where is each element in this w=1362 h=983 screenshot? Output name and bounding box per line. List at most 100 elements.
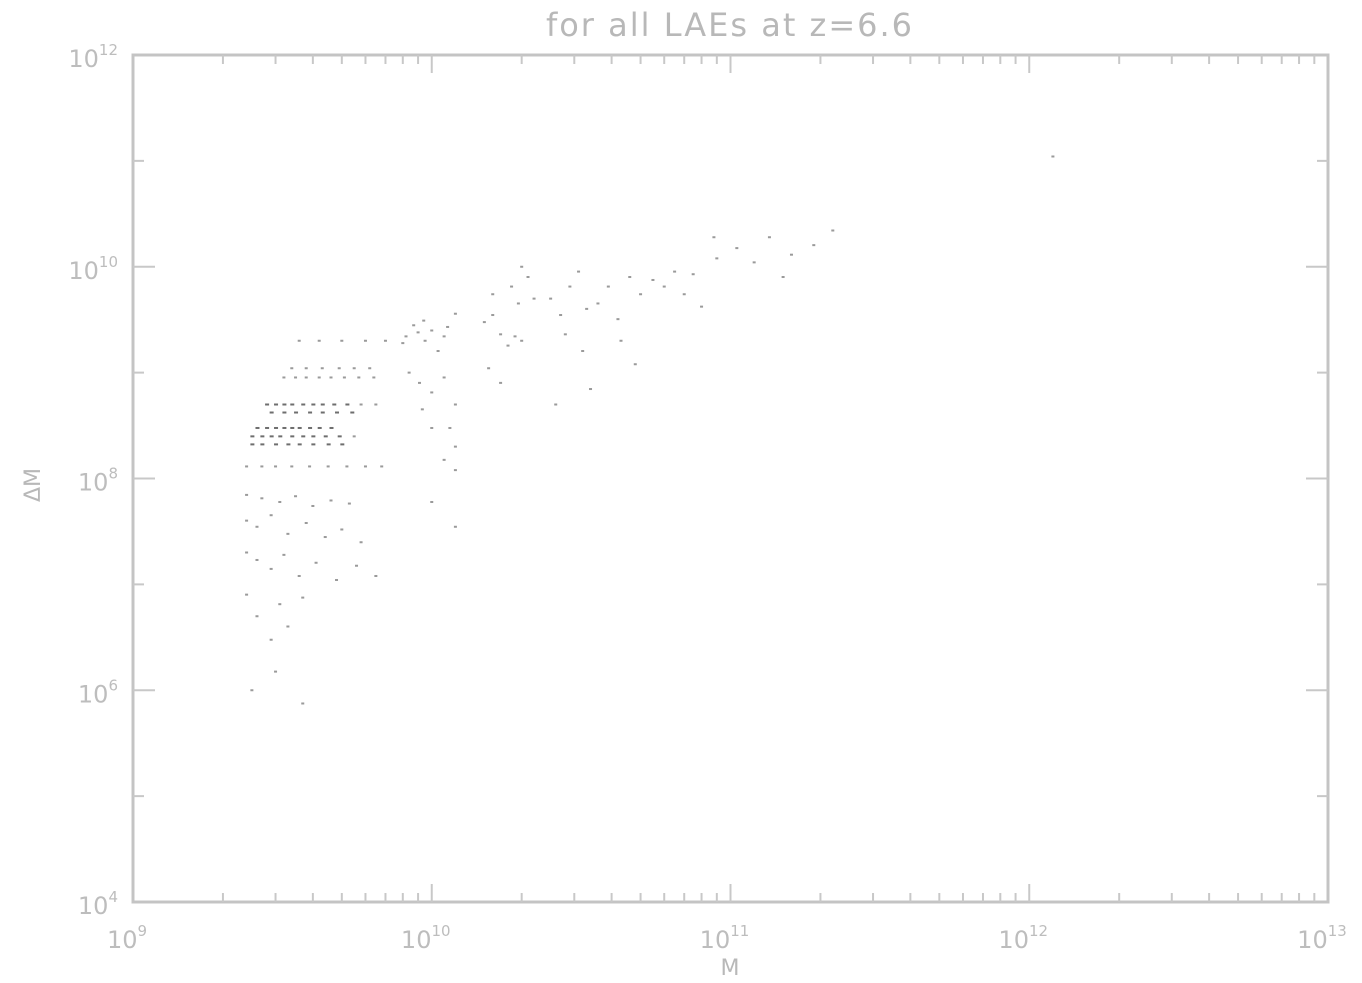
data-point	[255, 615, 259, 618]
data-point	[559, 314, 563, 317]
data-point	[423, 339, 427, 342]
data-point	[420, 408, 424, 411]
data-point	[789, 253, 793, 256]
data-point	[301, 596, 305, 599]
data-point	[359, 403, 363, 406]
data-point	[301, 435, 306, 438]
data-point	[294, 411, 299, 414]
data-point	[290, 465, 294, 468]
data-point	[304, 367, 308, 370]
data-point	[335, 578, 339, 581]
data-point	[250, 443, 255, 446]
data-point	[372, 376, 376, 379]
data-point	[311, 435, 316, 438]
data-point	[682, 293, 686, 296]
data-point	[340, 443, 345, 446]
data-point	[352, 367, 356, 370]
data-point	[269, 435, 274, 438]
data-point	[274, 443, 279, 446]
data-point	[352, 435, 356, 438]
data-point	[265, 403, 270, 406]
data-point	[308, 465, 312, 468]
data-point	[691, 273, 695, 276]
data-point	[363, 339, 367, 342]
data-point	[311, 443, 316, 446]
data-point	[290, 367, 294, 370]
data-point	[735, 247, 739, 250]
data-point	[355, 564, 359, 567]
data-point	[274, 426, 279, 429]
data-point	[781, 276, 785, 279]
data-point	[286, 625, 290, 628]
data-point	[510, 285, 514, 288]
y-tick-label: 108	[78, 465, 118, 497]
data-point	[308, 426, 313, 429]
data-point	[282, 426, 287, 429]
data-point	[520, 265, 524, 268]
data-point	[482, 321, 486, 324]
data-point	[269, 638, 273, 641]
data-point	[340, 339, 344, 342]
data-point	[491, 293, 495, 296]
data-point	[301, 702, 305, 705]
y-axis-label: ΔM	[21, 468, 46, 502]
data-point	[380, 465, 384, 468]
data-point	[812, 244, 816, 247]
data-point	[651, 278, 655, 281]
data-point	[301, 403, 306, 406]
data-point	[639, 293, 643, 296]
data-point	[311, 504, 315, 507]
data-point	[513, 335, 517, 338]
data-point	[374, 403, 378, 406]
data-point	[357, 376, 361, 379]
data-point	[274, 465, 278, 468]
data-point	[286, 532, 290, 535]
data-point	[581, 350, 585, 353]
data-point	[329, 376, 333, 379]
data-point	[448, 426, 452, 429]
data-point	[526, 276, 530, 279]
data-point	[416, 331, 420, 334]
x-tick-label: 1010	[401, 922, 451, 954]
data-point	[453, 312, 457, 315]
data-point	[297, 574, 301, 577]
data-point	[585, 307, 589, 310]
data-point	[320, 367, 324, 370]
y-tick-label: 106	[78, 676, 118, 708]
data-point	[619, 339, 623, 342]
data-point	[282, 376, 286, 379]
data-point	[269, 411, 274, 414]
data-point	[297, 426, 302, 429]
data-point	[297, 443, 302, 446]
plot-frame	[131, 53, 1330, 904]
data-point	[616, 318, 620, 321]
data-point	[345, 403, 350, 406]
data-point	[368, 367, 372, 370]
data-point	[430, 391, 434, 394]
data-point	[304, 521, 308, 524]
data-point	[290, 435, 295, 438]
data-point	[401, 342, 405, 345]
data-point	[516, 302, 520, 305]
data-point	[337, 367, 341, 370]
data-point	[245, 493, 249, 496]
data-point	[446, 325, 450, 328]
data-point	[436, 350, 440, 353]
data-point	[491, 314, 495, 317]
data-point	[487, 367, 491, 370]
x-tick-label: 1013	[1297, 922, 1347, 954]
x-tick-label: 1012	[998, 922, 1048, 954]
data-point	[317, 426, 322, 429]
data-point	[577, 270, 581, 273]
data-point	[304, 376, 308, 379]
data-point	[520, 339, 524, 342]
data-point	[422, 319, 426, 322]
data-point	[255, 558, 259, 561]
data-point	[286, 443, 291, 446]
data-points	[245, 155, 1055, 705]
data-point	[282, 403, 287, 406]
data-point	[342, 376, 346, 379]
data-point	[563, 333, 567, 336]
data-point	[290, 426, 295, 429]
data-point	[347, 502, 351, 505]
